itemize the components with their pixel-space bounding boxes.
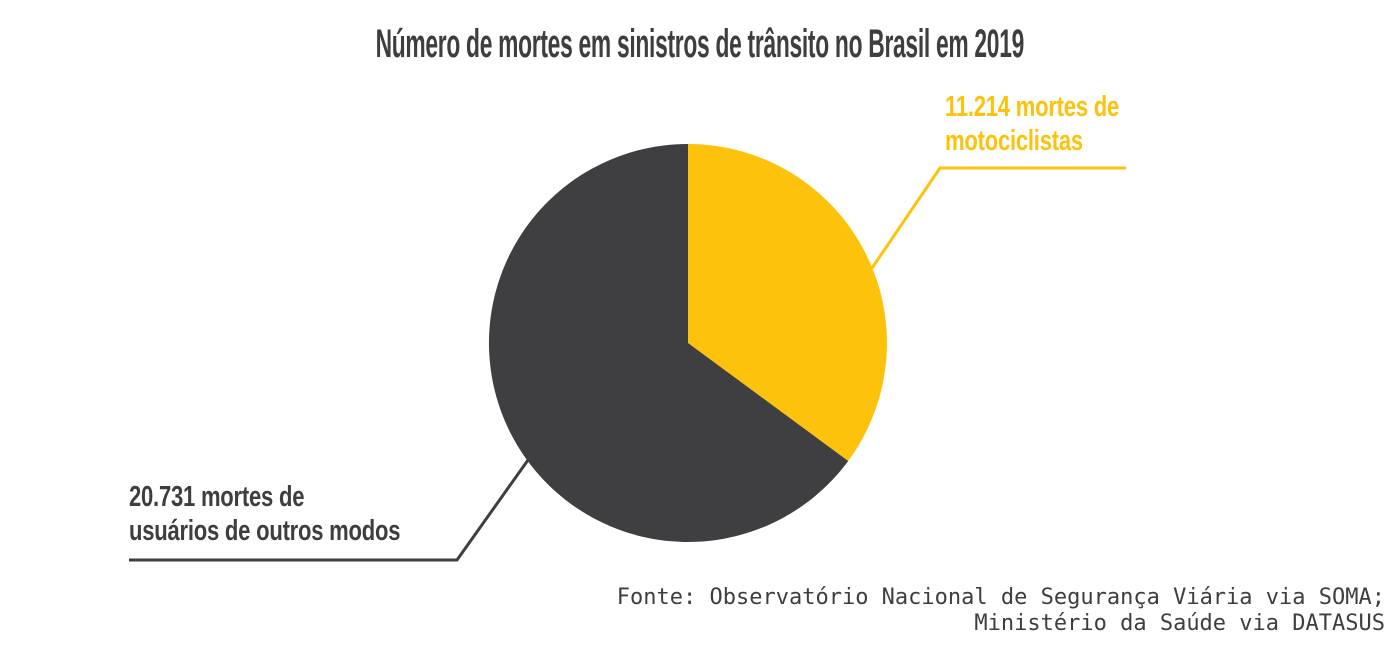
source-line-2: Ministério da Saúde via DATASUS: [974, 611, 1385, 636]
label-motociclistas: 11.214 mortes de motociclistas: [945, 90, 1119, 158]
chart-title-text: Número de mortes em sinistros de trânsit…: [375, 22, 1024, 66]
label-outros-modos-line-2: usuários de outros modos: [129, 515, 401, 547]
source-note: Fonte: Observatório Nacional de Seguranç…: [617, 585, 1385, 637]
label-motociclistas-line-2: motociclistas: [945, 125, 1083, 157]
label-outros-modos: 20.731 mortes de usuários de outros modo…: [129, 480, 401, 548]
pie-slice-outros-modos: [488, 144, 849, 542]
chart-title: Número de mortes em sinistros de trânsit…: [0, 22, 1399, 66]
label-outros-modos-line-1: 20.731 mortes de: [129, 481, 305, 513]
label-motociclistas-line-1: 11.214 mortes de: [945, 91, 1120, 123]
leader-line-motociclistas: [870, 166, 1126, 269]
pie-slice-motociclistas: [688, 144, 887, 461]
leader-line-outros-modos: [129, 459, 530, 562]
source-line-1: Fonte: Observatório Nacional de Seguranç…: [616, 585, 1385, 610]
